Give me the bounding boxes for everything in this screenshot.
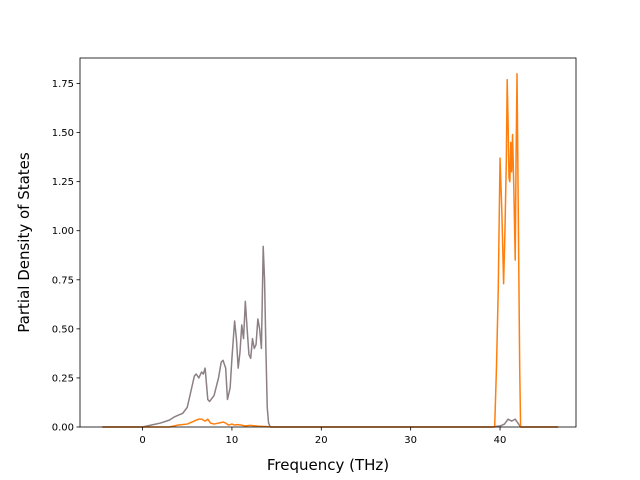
- x-tick-label: 30: [404, 435, 417, 446]
- x-tick-label: 0: [139, 435, 145, 446]
- y-tick-label: 0.75: [52, 275, 74, 286]
- x-tick-label: 20: [315, 435, 328, 446]
- y-tick-label: 0.00: [52, 423, 74, 434]
- y-tick-label: 0.25: [52, 373, 74, 384]
- x-tick-label: 10: [226, 435, 239, 446]
- y-axis-ticks: 0.00 0.25 0.50 0.75 1.00 1.25 1.50 1.75: [52, 79, 80, 434]
- axes-frame: [79, 57, 577, 428]
- x-axis-ticks: 0 10 20 30 40: [139, 427, 506, 446]
- y-tick-label: 1.25: [52, 177, 74, 188]
- y-tick-label: 1.00: [52, 226, 74, 237]
- x-tick-label: 40: [494, 435, 507, 446]
- y-axis-title: Partial Density of States: [15, 152, 33, 333]
- y-tick-label: 0.50: [52, 324, 74, 335]
- series-line-1: [102, 72, 559, 428]
- y-tick-label: 1.75: [52, 79, 74, 90]
- x-axis-title: Frequency (THz): [267, 456, 389, 474]
- series-line-0: [102, 245, 559, 428]
- y-tick-label: 1.50: [52, 128, 74, 139]
- series-layer: [102, 72, 559, 428]
